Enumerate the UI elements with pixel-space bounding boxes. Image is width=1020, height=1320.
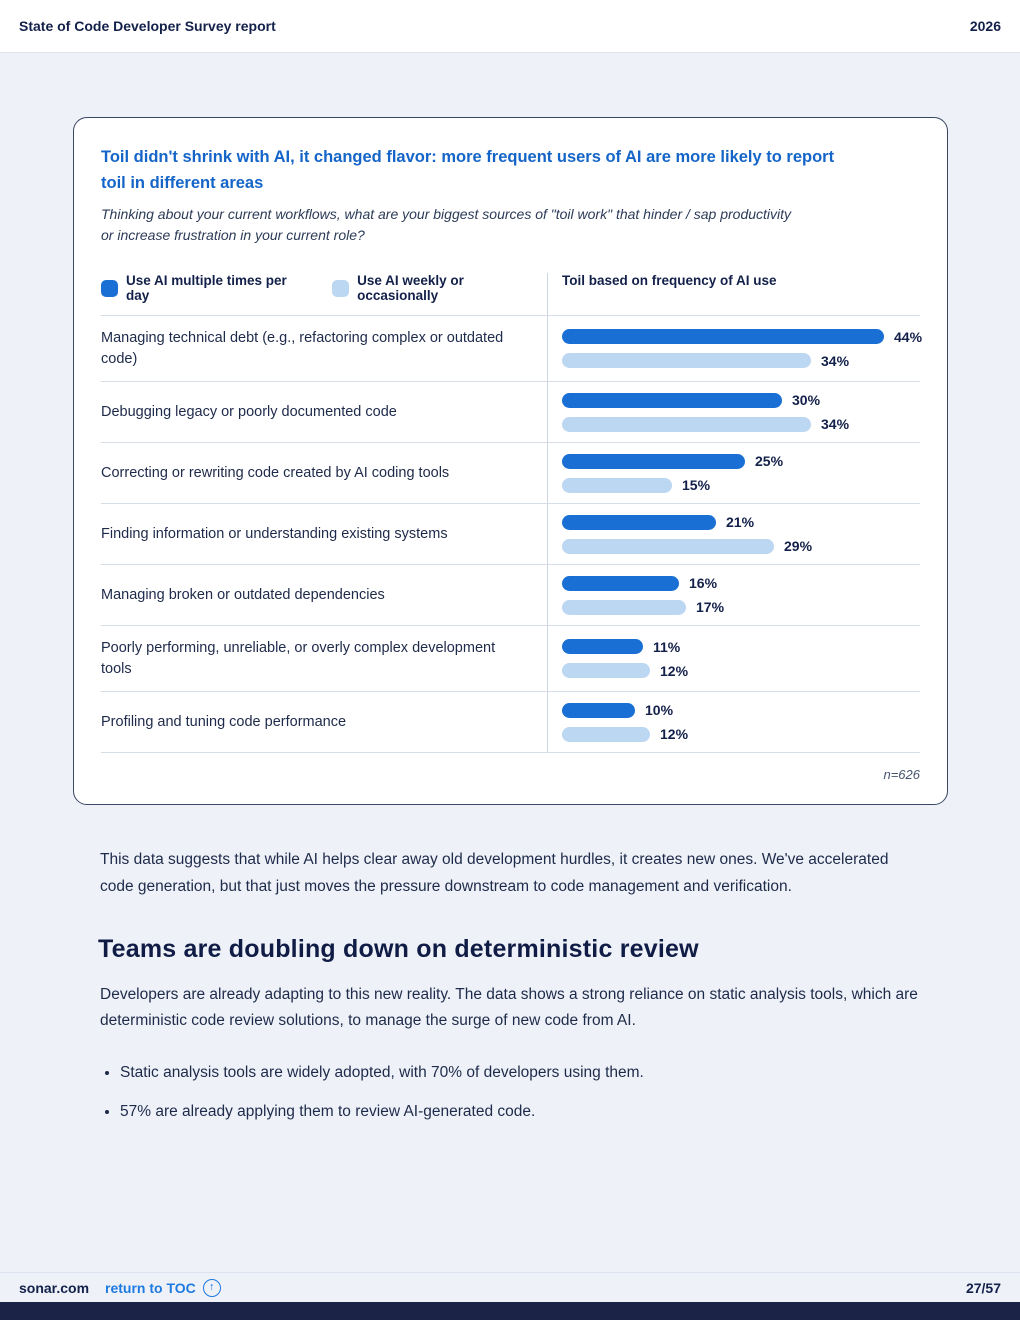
bar bbox=[562, 477, 672, 493]
bar bbox=[562, 416, 811, 432]
bar bbox=[562, 514, 716, 530]
return-to-toc-link[interactable]: return to TOC ↑ bbox=[105, 1278, 221, 1297]
sample-size-note: n=626 bbox=[883, 767, 920, 783]
bar-group: 25% 15% bbox=[547, 443, 920, 504]
chart-row: Finding information or understanding exi… bbox=[101, 504, 920, 566]
legend-swatch bbox=[101, 279, 118, 297]
bar-value-label: 15% bbox=[682, 477, 711, 494]
legend-row: Use AI multiple times per day Use AI wee… bbox=[101, 273, 920, 316]
chart-card: Toil didn't shrink with AI, it changed f… bbox=[73, 117, 948, 806]
section-paragraph: Developers are already adapting to this … bbox=[100, 985, 918, 1030]
bar-line: 30% bbox=[562, 392, 920, 408]
chart-row: Debugging legacy or poorly documented co… bbox=[101, 382, 920, 444]
analysis-paragraph: This data suggests that while AI helps c… bbox=[100, 851, 889, 896]
category-label: Correcting or rewriting code created by … bbox=[101, 465, 450, 482]
bar-group: 21% 29% bbox=[547, 504, 920, 565]
report-title: State of Code Developer Survey report bbox=[19, 18, 276, 34]
bar-line: 29% bbox=[562, 538, 920, 554]
bar-line: 44% bbox=[562, 329, 922, 345]
bar bbox=[562, 329, 884, 345]
bar-value-label: 25% bbox=[755, 453, 784, 470]
chart-row: Profiling and tuning code performance 10%… bbox=[101, 692, 920, 754]
bar bbox=[562, 726, 650, 742]
chart-row: Managing broken or outdated dependencies… bbox=[101, 565, 920, 627]
bar-line: 17% bbox=[562, 599, 920, 615]
bar bbox=[562, 599, 686, 615]
up-arrow-icon: ↑ bbox=[202, 1278, 221, 1297]
bar-line: 34% bbox=[562, 416, 920, 432]
bar-value-label: 21% bbox=[726, 514, 755, 531]
bar-line: 16% bbox=[562, 575, 920, 591]
bar-value-label: 44% bbox=[894, 328, 923, 345]
bar-value-label: 17% bbox=[696, 599, 725, 616]
page-header: State of Code Developer Survey report 20… bbox=[0, 0, 1020, 53]
category-label: Profiling and tuning code performance bbox=[101, 714, 347, 731]
bar bbox=[562, 453, 745, 469]
body-copy: This data suggests that while AI helps c… bbox=[98, 847, 920, 1124]
return-to-toc-label: return to TOC bbox=[105, 1279, 196, 1296]
bar-line: 12% bbox=[562, 726, 920, 742]
category-label: Managing broken or outdated dependencies bbox=[101, 587, 385, 604]
page-footer: sonar.com return to TOC ↑ 27/57 bbox=[0, 1272, 1020, 1320]
bar-line: 11% bbox=[562, 639, 920, 655]
bar-value-label: 10% bbox=[645, 702, 674, 719]
bar-line: 34% bbox=[562, 353, 922, 369]
bar-line: 21% bbox=[562, 514, 920, 530]
chart-row: Poorly performing, unreliable, or overly… bbox=[101, 626, 920, 693]
bullet-list: Static analysis tools are widely adopted… bbox=[100, 1061, 920, 1124]
chart-rows: Managing technical debt (e.g., refactori… bbox=[101, 315, 922, 754]
chart-column-header-cell: Toil based on frequency of AI use bbox=[547, 273, 920, 316]
bar-group: 30% 34% bbox=[547, 382, 920, 443]
bar-value-label: 30% bbox=[792, 392, 821, 409]
chart-title: Toil didn't shrink with AI, it changed f… bbox=[101, 148, 835, 193]
bullet-item: 57% are already applying them to review … bbox=[120, 1100, 920, 1123]
legend: Use AI multiple times per day Use AI wee… bbox=[101, 273, 547, 315]
bar bbox=[562, 353, 811, 369]
legend-item-daily: Use AI multiple times per day bbox=[101, 273, 312, 303]
bar-value-label: 12% bbox=[660, 662, 689, 679]
bar-value-label: 29% bbox=[784, 538, 813, 555]
category-label: Finding information or understanding exi… bbox=[101, 526, 448, 543]
bar-value-label: 34% bbox=[821, 352, 850, 369]
footer-accent-bar bbox=[0, 1302, 1020, 1320]
legend-swatch bbox=[332, 279, 350, 297]
report-year: 2026 bbox=[969, 18, 1001, 34]
legend-label: Use AI multiple times per day bbox=[126, 273, 287, 304]
footer-strip: sonar.com return to TOC ↑ 27/57 bbox=[0, 1272, 1020, 1302]
bullet-item: Static analysis tools are widely adopted… bbox=[120, 1061, 920, 1084]
chart-row: Correcting or rewriting code created by … bbox=[101, 443, 920, 505]
section-heading: Teams are doubling down on deterministic… bbox=[98, 934, 699, 963]
bar bbox=[562, 575, 679, 591]
category-label: Poorly performing, unreliable, or overly… bbox=[101, 640, 496, 677]
bar-line: 10% bbox=[562, 702, 920, 718]
bar bbox=[562, 702, 635, 718]
category-label: Debugging legacy or poorly documented co… bbox=[101, 404, 397, 421]
chart-column-header: Toil based on frequency of AI use bbox=[562, 273, 777, 289]
bar-group: 44% 34% bbox=[547, 316, 922, 382]
bar-line: 12% bbox=[562, 663, 920, 679]
bar bbox=[562, 538, 774, 554]
bar-value-label: 11% bbox=[653, 638, 681, 655]
footer-left: sonar.com return to TOC ↑ bbox=[19, 1278, 221, 1297]
bar-line: 15% bbox=[562, 477, 920, 493]
bar-line: 25% bbox=[562, 453, 920, 469]
bar-group: 10% 12% bbox=[547, 692, 920, 753]
bar-value-label: 16% bbox=[689, 575, 718, 592]
chart-row: Managing technical debt (e.g., refactori… bbox=[101, 316, 922, 383]
legend-item-weekly: Use AI weekly or occasionally bbox=[332, 273, 547, 303]
bar-group: 11% 12% bbox=[547, 626, 920, 692]
site-name: sonar.com bbox=[19, 1279, 90, 1296]
bar-value-label: 34% bbox=[821, 416, 850, 433]
bar bbox=[562, 639, 643, 655]
bar bbox=[562, 663, 650, 679]
page-number: 27/57 bbox=[965, 1279, 1001, 1296]
legend-label: Use AI weekly or occasionally bbox=[357, 273, 464, 304]
bar-group: 16% 17% bbox=[547, 565, 920, 626]
bar-value-label: 12% bbox=[660, 726, 689, 743]
category-label: Managing technical debt (e.g., refactori… bbox=[101, 330, 504, 367]
bar bbox=[562, 392, 782, 408]
chart-subtitle: Thinking about your current workflows, w… bbox=[101, 205, 792, 244]
